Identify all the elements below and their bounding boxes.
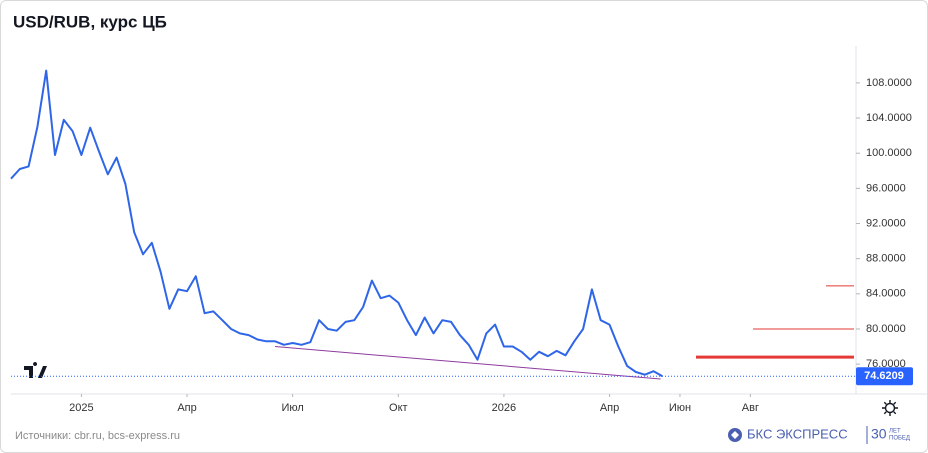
last-value-label: 74.6209 xyxy=(864,370,904,382)
x-tick-label: Июл xyxy=(281,402,303,414)
y-tick-label: 96.0000 xyxy=(866,182,906,194)
y-tick-label: 104.0000 xyxy=(866,112,912,124)
anniversary-number: 30 xyxy=(871,426,887,442)
y-tick-label: 92.0000 xyxy=(866,217,906,229)
x-tick-label: Авг xyxy=(742,402,759,414)
trend-line xyxy=(275,346,661,380)
x-tick-label: 2025 xyxy=(69,402,93,414)
x-tick-label: Апр xyxy=(177,402,196,414)
x-tick-label: Июн xyxy=(669,402,691,414)
tv-logo xyxy=(23,362,47,380)
y-tick-label: 100.0000 xyxy=(866,147,912,159)
price-line xyxy=(10,69,663,378)
y-tick-label: 76.0000 xyxy=(866,358,906,370)
x-tick-label: Окт xyxy=(389,402,408,414)
anniversary-text: ЛЕТ xyxy=(889,429,901,435)
x-tick-label: Апр xyxy=(600,402,619,414)
y-tick-label: 88.0000 xyxy=(866,253,906,265)
last-value-box xyxy=(856,367,913,386)
anniversary-text: ПОБЕД xyxy=(889,436,910,442)
source-note: Источники: cbr.ru, bcs-express.ru xyxy=(15,430,180,442)
y-tick-label: 80.0000 xyxy=(866,323,906,335)
settings-icon[interactable] xyxy=(882,400,898,416)
chart-title: USD/RUB, курс ЦБ xyxy=(13,12,167,31)
brand-name: БКС ЭКСПРЕСС xyxy=(747,426,848,441)
x-tick-label: 2026 xyxy=(492,402,516,414)
brand-logo: БКС ЭКСПРЕСС 30 ЛЕТ ПОБЕД xyxy=(728,426,910,444)
y-tick-label: 84.0000 xyxy=(866,288,906,300)
y-tick-label: 108.0000 xyxy=(866,77,912,89)
